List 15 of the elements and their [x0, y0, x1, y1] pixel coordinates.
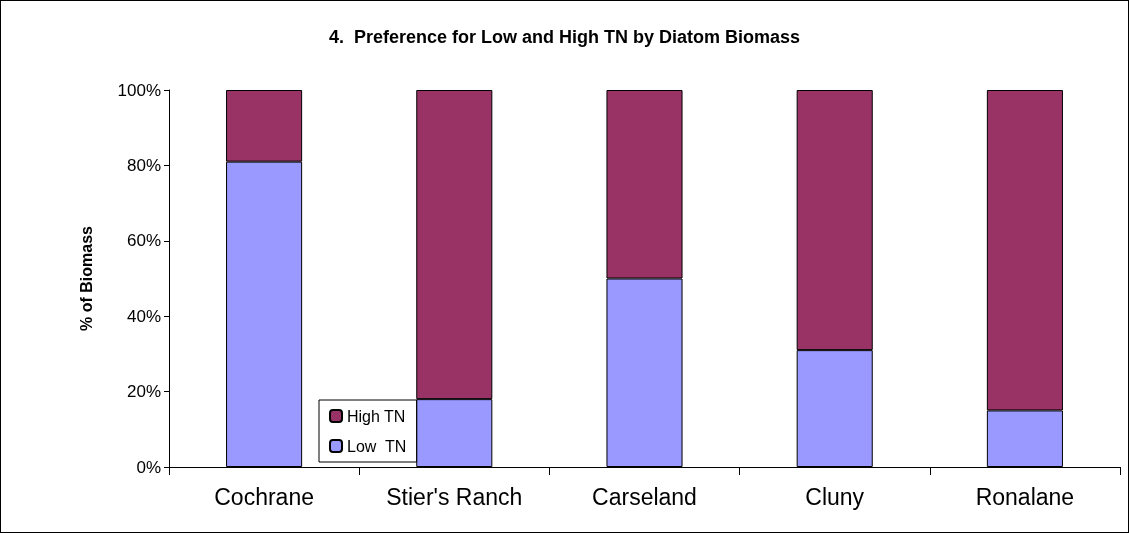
- y-tick-label: 60%: [126, 231, 161, 251]
- y-tick-label: 80%: [126, 155, 161, 175]
- x-tick-label: Carseland: [592, 483, 697, 510]
- y-tick-label: 0%: [136, 457, 161, 477]
- x-tick-label: Cluny: [805, 483, 865, 510]
- x-tick-label: Cochrane: [214, 483, 314, 510]
- y-tick-label: 20%: [126, 382, 161, 402]
- legend-label: High TN: [347, 407, 406, 425]
- y-tick-label: 100%: [117, 80, 161, 100]
- y-axis-title: % of Biomass: [77, 225, 95, 331]
- chart-title: 4. Preference for Low and High TN by Diatom Biomass: [328, 27, 801, 47]
- y-tick-label: 40%: [126, 306, 161, 326]
- x-tick-label: Ronalane: [975, 483, 1075, 510]
- legend-label: Low TN: [347, 437, 407, 455]
- x-tick-label: Stier's Ranch: [386, 483, 523, 510]
